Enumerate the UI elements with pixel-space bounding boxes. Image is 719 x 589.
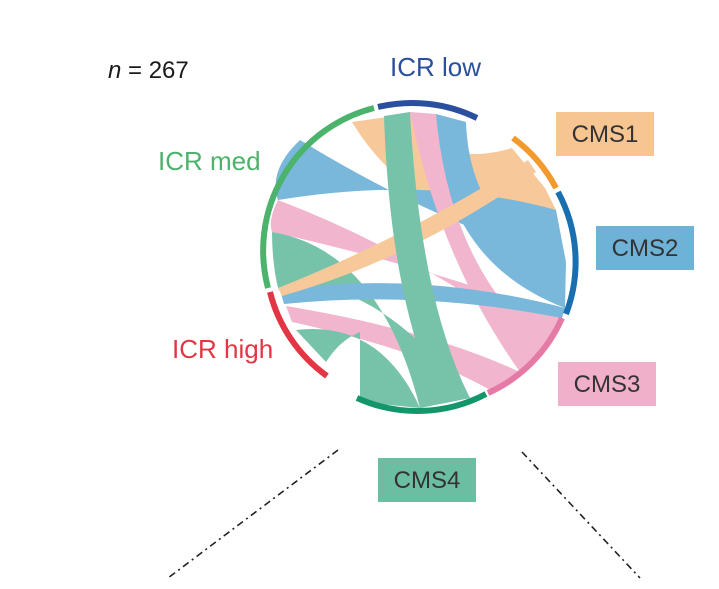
arc-icr-high xyxy=(267,291,329,379)
chord-ribbons xyxy=(270,112,566,408)
label-icr-med: ICR med xyxy=(158,146,261,176)
zoom-line-left xyxy=(167,449,339,579)
label-icr-low: ICR low xyxy=(390,52,481,82)
arc-cms1 xyxy=(511,135,559,190)
ribbon-icrlow-cms4 xyxy=(384,112,470,404)
cms1-box: CMS1 xyxy=(556,112,654,156)
label-cms2: CMS2 xyxy=(612,235,679,262)
label-icr-high: ICR high xyxy=(172,334,273,364)
ribbon-icrmed-cms3 xyxy=(270,200,562,348)
arc-icr-low xyxy=(377,99,479,121)
ribbon-icrlow-cms2 xyxy=(436,114,566,308)
arc-icr-med xyxy=(260,105,375,289)
label-cms4: CMS4 xyxy=(394,467,461,494)
arc-cms2 xyxy=(555,190,579,316)
sample-size-label: n = 267 xyxy=(108,57,189,84)
label-cms1: CMS1 xyxy=(572,121,639,148)
arc-cms4 xyxy=(355,391,488,414)
cms3-box: CMS3 xyxy=(558,362,656,406)
group-arcs xyxy=(260,99,579,414)
arc-cms3 xyxy=(486,316,565,396)
ribbon-icrhigh-cms1 xyxy=(278,160,536,296)
zoom-line-right xyxy=(521,451,641,579)
ribbon-icrhigh-cms2 xyxy=(280,283,565,318)
cms4-box: CMS4 xyxy=(378,458,476,502)
ribbon-icrlow-cms3 xyxy=(410,112,548,372)
cms2-box: CMS2 xyxy=(596,226,694,270)
zoom-lines xyxy=(167,449,641,579)
label-cms3: CMS3 xyxy=(574,371,641,398)
ribbon-icrhigh-cms4 xyxy=(296,328,420,408)
